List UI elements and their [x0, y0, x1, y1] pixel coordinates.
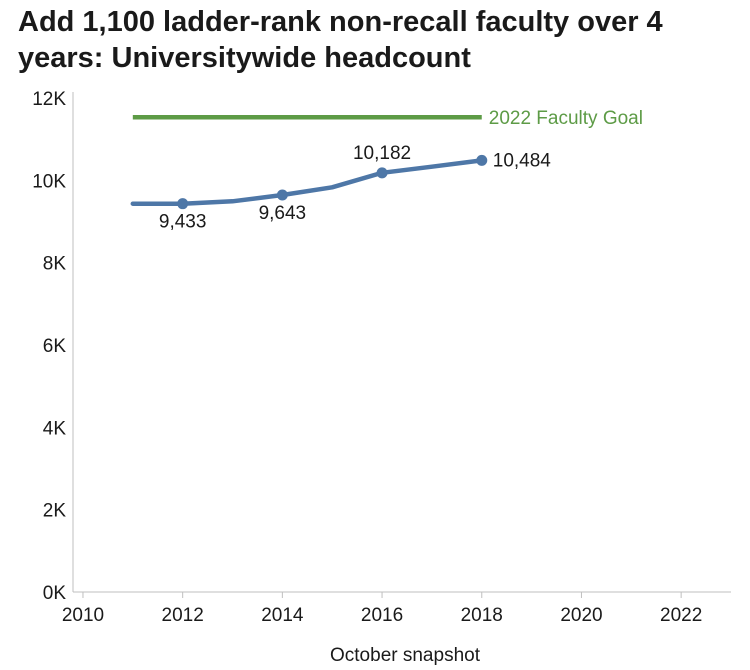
- series-group: [130, 154, 488, 210]
- data-labels-group: 9,433 9,643 10,182 10,484: [159, 143, 551, 233]
- y-axis: 0K 2K 4K 6K 8K 10K 12K: [32, 89, 74, 604]
- data-point: [476, 154, 488, 166]
- data-point: [276, 189, 288, 201]
- y-tick-label: 8K: [43, 254, 67, 275]
- data-point: [376, 167, 388, 179]
- x-tick-label: 2016: [361, 605, 403, 626]
- y-tick-label: 2K: [43, 501, 67, 522]
- x-axis: 2010 2012 2014 2016 2018 2020 2022: [62, 591, 731, 626]
- x-tick-label: 2010: [62, 605, 104, 626]
- data-label: 9,643: [259, 203, 307, 224]
- goal-line-label: 2022 Faculty Goal: [489, 108, 643, 129]
- y-tick-label: 6K: [43, 336, 67, 357]
- x-tick-label: 2012: [162, 605, 204, 626]
- data-label: 9,433: [159, 212, 207, 233]
- x-tick-label: 2014: [261, 605, 304, 626]
- y-tick-label: 0K: [43, 583, 67, 604]
- y-tick-label: 10K: [32, 171, 66, 192]
- data-point: [177, 198, 189, 210]
- x-tick-label: 2020: [560, 605, 602, 626]
- x-axis-title: October snapshot: [330, 645, 481, 666]
- y-tick-label: 12K: [32, 89, 66, 110]
- x-tick-label: 2022: [660, 605, 702, 626]
- data-label: 10,182: [353, 143, 411, 164]
- chart-title: Add 1,100 ladder-rank non-recall faculty…: [18, 6, 663, 74]
- y-tick-label: 4K: [43, 418, 67, 439]
- series-line: [130, 158, 485, 206]
- x-tick-label: 2018: [461, 605, 503, 626]
- goal-line-group: 2022 Faculty Goal: [132, 108, 643, 129]
- data-label: 10,484: [493, 150, 552, 171]
